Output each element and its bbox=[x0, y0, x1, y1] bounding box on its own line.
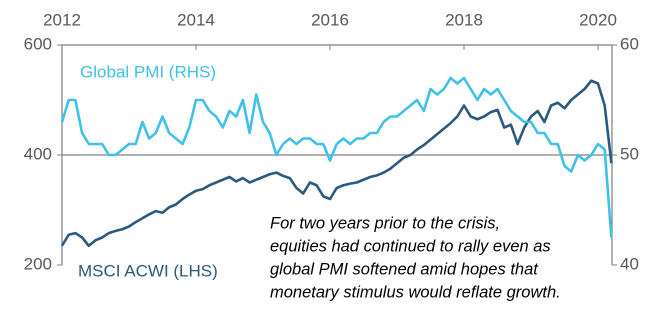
x-tick-label: 2016 bbox=[311, 10, 349, 29]
series-line bbox=[60, 79, 613, 248]
annotation: monetary stimulus would reflate growth. bbox=[270, 283, 561, 301]
x-tick-label: 2018 bbox=[445, 10, 483, 29]
y-tick-label: 600 bbox=[24, 34, 52, 53]
annotation: global PMI softened amid hopes that bbox=[270, 260, 539, 278]
y2-tick-label: 50 bbox=[620, 144, 639, 163]
x-tick-label: 2012 bbox=[43, 10, 81, 29]
x-tick-label: 2014 bbox=[177, 10, 215, 29]
series-line bbox=[60, 76, 613, 238]
y-tick-label: 200 bbox=[24, 254, 52, 273]
series-label: Global PMI (RHS) bbox=[80, 62, 216, 81]
y2-tick-label: 40 bbox=[620, 254, 639, 273]
annotation: For two years prior to the crisis, bbox=[270, 214, 500, 232]
x-tick-label: 2020 bbox=[579, 10, 617, 29]
y2-tick-label: 60 bbox=[620, 34, 639, 53]
annotation: equities had continued to rally even as bbox=[270, 237, 551, 255]
y-tick-label: 400 bbox=[24, 144, 52, 163]
series-label: MSCI ACWI (LHS) bbox=[78, 261, 218, 280]
